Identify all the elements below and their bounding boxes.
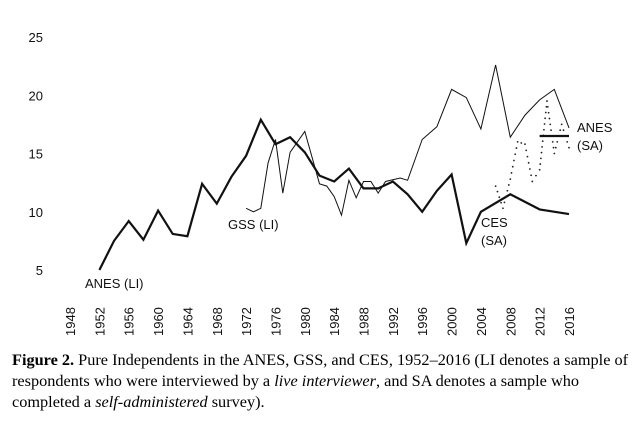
series-dot-ces-sa [496, 190, 499, 193]
caption-label: Figure 2. [12, 350, 75, 369]
x-axis-ticks: 1948 1952 1956 1960 1964 1968 1972 1976 1980 1984… [63, 307, 577, 336]
series-lines [98, 64, 570, 271]
x-tick-label: 1964 [180, 307, 195, 336]
series-dot-ces-sa [553, 152, 556, 155]
series-dot-ces-sa [503, 201, 506, 204]
x-tick-label: 1948 [63, 307, 78, 336]
series-dot-ces-sa [559, 129, 562, 132]
annotations: ANES (LI) GSS (LI) CES (SA) ANES (SA) [85, 120, 613, 291]
caption-text-3: survey). [207, 392, 265, 411]
x-tick-label: 2012 [533, 307, 548, 336]
series-dot-ces-sa [507, 184, 510, 186]
x-tick-label: 1960 [151, 307, 166, 336]
series-dot-ces-sa [543, 128, 545, 131]
series-dot-ces-sa [500, 201, 503, 204]
series-dot-ces-sa [511, 165, 514, 168]
annotation-anes-sa: (SA) [577, 138, 603, 153]
series-dot-ces-sa [502, 207, 504, 210]
series-dot-ces-sa [562, 129, 565, 132]
series-dot-ces-sa [539, 157, 542, 160]
series-dot-ces-sa [546, 106, 549, 108]
x-tick-label: 1972 [239, 307, 254, 336]
series-dot-ces-sa [515, 147, 518, 149]
y-tick-label: 25 [29, 30, 43, 45]
caption-text-2: , and SA denotes a sample who completed … [12, 371, 579, 411]
y-tick-label: 20 [29, 88, 43, 103]
y-tick-label: 5 [36, 263, 43, 278]
series-line-anes-li [98, 117, 570, 271]
series-dot-ces-sa [513, 159, 515, 162]
series-dot-ces-sa [527, 161, 530, 164]
series-dot-ces-sa [540, 151, 543, 154]
series-dot-ces-sa [550, 129, 552, 132]
x-tick-label: 1988 [357, 307, 372, 336]
series-dot-ces-sa [520, 142, 523, 144]
series-dot-ces-sa [566, 140, 569, 143]
series-dot-ces-sa [516, 140, 519, 143]
series-dot-ces-sa [526, 155, 529, 158]
series-dot-ces-sa [552, 146, 555, 149]
series-dot-ces-sa [498, 196, 501, 199]
series-dot-ces-sa [506, 189, 509, 192]
series-dot-ces-sa [544, 117, 547, 120]
series-dot-ces-sa [528, 168, 531, 170]
x-tick-label: 1984 [327, 307, 342, 336]
series-dot-ces-sa [546, 100, 548, 102]
x-tick-label: 1976 [268, 307, 283, 336]
y-tick-label: 15 [29, 147, 43, 162]
series-dot-ces-sa [539, 163, 542, 165]
series-dot-ces-sa [554, 146, 557, 149]
series-dot-ces-sa [524, 143, 526, 146]
series-dot-ces-sa [510, 172, 513, 174]
x-tick-label: 1968 [210, 307, 225, 336]
series-dot-ces-sa [541, 140, 544, 143]
x-tick-label: 1992 [386, 307, 401, 336]
series-dot-ces-sa [531, 180, 534, 183]
x-tick-label: 2016 [562, 307, 577, 336]
series-dot-ces-sa [545, 105, 548, 108]
series-dot-ces-sa [543, 123, 546, 125]
series-dot-ces-sa [560, 123, 563, 126]
annotation-anes-li: ANES (LI) [85, 276, 144, 291]
series-dot-ces-sa [541, 145, 543, 148]
series-dot-ces-sa [504, 195, 507, 198]
series-dot-ces-sa [514, 153, 517, 156]
y-axis-ticks: 5 10 15 20 25 [29, 30, 43, 278]
caption-italic-2: self-administered [95, 392, 208, 411]
series-dot-ces-sa [535, 174, 537, 177]
series-dot-ces-sa [568, 146, 570, 149]
series-dot-ces-sa [538, 168, 541, 171]
x-tick-label: 1952 [92, 307, 107, 336]
x-tick-label: 1980 [298, 307, 313, 336]
x-tick-label: 2000 [445, 307, 460, 336]
series-dot-ces-sa [530, 174, 532, 177]
series-dot-ces-sa [551, 140, 554, 143]
annotation-gss-li: GSS (LI) [228, 217, 279, 232]
x-tick-label: 2004 [474, 307, 489, 336]
x-tick-label: 1956 [122, 307, 137, 336]
caption-italic-1: live interviewer [274, 371, 376, 390]
series-dot-ces-sa [525, 149, 528, 152]
annotation-anes-sa: ANES [577, 120, 613, 135]
series-dot-ces-sa [494, 185, 497, 188]
caption-text-1: Pure Independents in the ANES, GSS, and … [12, 350, 629, 390]
series-dot-ces-sa [547, 111, 550, 114]
series-dot-ces-sa [544, 111, 547, 114]
series-dot-ces-sa [509, 178, 512, 181]
series-dot-ces-sa [549, 123, 552, 126]
series-dot-ces-sa [548, 117, 551, 120]
annotation-ces-sa: CES [481, 215, 508, 230]
series-dot-ces-sa [556, 140, 559, 143]
annotation-ces-sa: (SA) [481, 233, 507, 248]
x-tick-label: 1996 [415, 307, 430, 336]
x-tick-label: 2008 [503, 307, 518, 336]
y-tick-label: 10 [29, 205, 43, 220]
figure-caption: Figure 2. Pure Independents in the ANES,… [12, 349, 632, 412]
series-line-gss-li [245, 64, 570, 217]
